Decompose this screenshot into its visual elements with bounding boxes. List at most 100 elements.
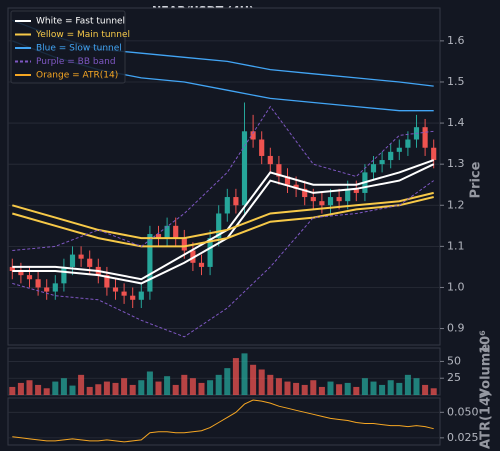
volume-bar [26,380,33,395]
volume-bar [189,378,196,395]
candle-body [164,225,170,239]
volume-bar [103,381,110,395]
volume-bar [146,371,153,395]
volume-bar [95,384,102,395]
volume-bar [43,388,50,395]
volume-bar [172,384,179,395]
volume-bar [413,378,420,395]
legend-label: Blue = Slow tunnel [36,44,122,54]
legend-label: White = Fast tunnel [36,17,125,27]
volume-bar [422,384,429,395]
volume-bar [250,364,257,395]
volume-bar [336,384,343,395]
candle-body [250,131,256,140]
candle-body [198,262,205,267]
y-axis-label: ATR(14) [479,391,494,449]
candle-body [284,176,291,185]
volume-bar [215,374,222,395]
volume-bar [198,382,205,395]
tunnel-line [12,196,434,248]
candle-body [61,266,67,284]
candle-body [173,225,179,239]
legend-label: Orange = ATR(14) [36,71,118,81]
candle-body [9,266,15,272]
candle-body [207,238,213,267]
candle-body [319,201,325,206]
y-axis-label: Volume [479,344,494,399]
candle-body [130,295,136,300]
candle-body [155,234,162,239]
candle-body [18,271,24,276]
tunnel-line [12,191,434,240]
volume-bar [181,374,188,395]
volume-bar [232,358,239,395]
y-tick-label: 1.6 [447,34,465,47]
candle-body [69,254,76,267]
volume-bar [78,374,85,395]
y-tick-label: 1.2 [447,198,465,211]
candle-body [224,197,230,214]
y-tick-label: 0.050 [447,405,479,418]
candle-body [35,279,41,288]
candle-body [370,164,377,173]
legend [10,10,126,84]
volume-bar [275,378,282,395]
volume-bar [52,381,59,395]
candle-body [87,258,93,267]
volume-bar [17,382,24,395]
volume-bar [353,386,360,395]
candle-body [267,155,273,165]
candle-body [336,197,342,202]
axis-offset: 10⁶ [479,330,494,354]
volume-bar [370,381,377,395]
volume-bar [327,381,334,395]
volume-bar [430,388,437,395]
candle-body [104,275,110,288]
candle-body [259,139,265,156]
y-tick-label: 0.9 [447,322,465,335]
volume-bar [387,380,394,395]
candle-body [396,147,402,152]
volume-bar [112,382,119,395]
volume-bar [224,368,231,395]
y-tick-label: 1.4 [447,116,465,129]
volume-bar [404,374,411,395]
candle-body [78,254,84,259]
candle-body [379,160,385,165]
volume-bar [9,386,16,395]
volume-bar [361,378,368,395]
y-tick-label: 50 [447,354,461,367]
volume-bar [69,385,76,395]
volume-bar [241,353,248,395]
volume-bar [267,374,274,395]
y-tick-label: 1.1 [447,239,465,252]
y-tick-label: 1.3 [447,157,465,170]
legend-label: Purple = BB band [36,57,116,67]
candle-body [147,234,153,292]
volume-bar [293,382,300,395]
candle-body [121,291,127,296]
atr-line [12,399,434,443]
volume-bar [344,382,351,395]
candle-body [26,275,33,280]
volume-bar [138,380,145,395]
volume-bar [207,380,214,395]
y-tick-label: 1.0 [447,280,465,293]
candle-body [405,139,411,148]
volume-bar [396,382,403,395]
volume-bar [258,369,265,395]
volume-bar [86,386,93,395]
candle-body [293,184,299,189]
y-tick-label: 0.025 [447,431,479,444]
volume-bar [379,384,386,395]
legend-label: Yellow = Main tunnel [35,30,130,40]
candle-body [112,287,119,292]
candle-body [276,164,282,177]
candle-body [52,283,58,292]
candle-body [431,147,437,161]
y-tick-label: 25 [447,371,461,384]
panel [7,397,441,446]
candle-body [233,197,239,206]
volume-bar [310,380,317,395]
